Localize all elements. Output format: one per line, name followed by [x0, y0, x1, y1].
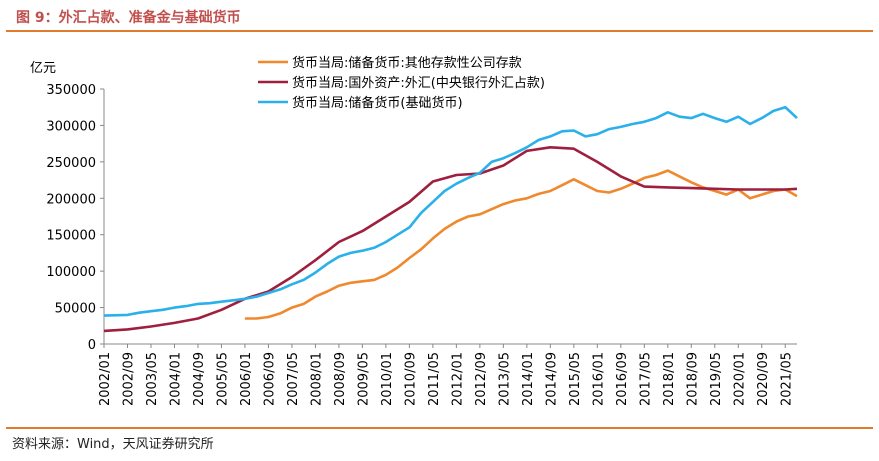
series-lines [103, 105, 798, 333]
y-tick-label: 150000 [46, 229, 96, 244]
x-tick-label: 2016/01 [591, 352, 606, 406]
x-tick-label: 2008/09 [333, 352, 348, 406]
y-axis-unit-label: 亿元 [30, 61, 56, 76]
figure-header: 图 9：外汇占款、准备金与基础货币 [6, 4, 873, 30]
x-tick-label: 2020/09 [756, 352, 771, 406]
y-tick-label: 250000 [46, 156, 96, 171]
x-tick-label: 2011/05 [427, 352, 442, 406]
x-tick-label: 2012/01 [450, 352, 465, 406]
x-tick-label: 2003/05 [145, 352, 160, 406]
x-tick-label: 2002/09 [121, 352, 136, 406]
x-tick-label: 2007/05 [286, 352, 301, 406]
y-tick-label: 50000 [55, 302, 96, 317]
x-tick-label: 2006/09 [262, 352, 277, 406]
source-note: 资料来源：Wind，天风证券研究所 [12, 437, 214, 452]
x-tick-label: 2020/01 [732, 352, 747, 406]
y-tick-label: 100000 [46, 265, 96, 280]
x-tick-label: 2010/01 [380, 352, 395, 406]
x-tick-label: 2017/05 [638, 352, 653, 406]
series-line-1 [244, 169, 798, 320]
x-tick-label: 2015/05 [568, 352, 583, 406]
bottom-rule [6, 427, 873, 429]
y-tick-label: 350000 [46, 83, 96, 98]
x-tick-label: 2006/01 [239, 352, 254, 406]
series-line-3 [103, 105, 798, 317]
x-tick-label: 2002/01 [98, 352, 113, 406]
x-tick-label: 2018/01 [662, 352, 677, 406]
x-tick-label: 2019/05 [709, 352, 724, 406]
figure-title: 图 9：外汇占款、准备金与基础货币 [16, 10, 241, 26]
legend-label-2: 货币当局:国外资产:外汇(中央银行外汇占款) [292, 75, 545, 91]
x-tick-label: 2010/09 [403, 352, 418, 406]
axis-labels: 0 50000 100000 150000 200000 250000 300000 3500… [30, 61, 794, 406]
x-tick-label: 2009/05 [356, 352, 371, 406]
legend: 货币当局:储备货币:其他存款性公司存款货币当局:国外资产:外汇(中央银行外汇占款… [258, 55, 545, 111]
top-rule [6, 30, 873, 32]
series-line-2 [103, 146, 798, 333]
x-tick-label: 2013/05 [497, 352, 512, 406]
x-tick-label: 2012/09 [474, 352, 489, 406]
x-tick-label: 2018/09 [685, 352, 700, 406]
x-tick-label: 2004/09 [192, 352, 207, 406]
x-tick-label: 2016/09 [615, 352, 630, 406]
y-tick-label: 200000 [46, 192, 96, 207]
legend-label-1: 货币当局:储备货币:其他存款性公司存款 [292, 55, 522, 71]
legend-label-3: 货币当局:储备货币(基础货币) [292, 95, 463, 111]
x-tick-label: 2014/09 [544, 352, 559, 406]
x-tick-label: 2004/01 [168, 352, 183, 406]
axes [100, 88, 797, 348]
y-tick-label: 0 [88, 338, 96, 353]
x-tick-label: 2021/05 [779, 352, 794, 406]
x-tick-label: 2008/01 [309, 352, 324, 406]
y-tick-label: 300000 [46, 119, 96, 134]
x-tick-label: 2005/05 [215, 352, 230, 406]
x-tick-label: 2014/01 [521, 352, 536, 406]
